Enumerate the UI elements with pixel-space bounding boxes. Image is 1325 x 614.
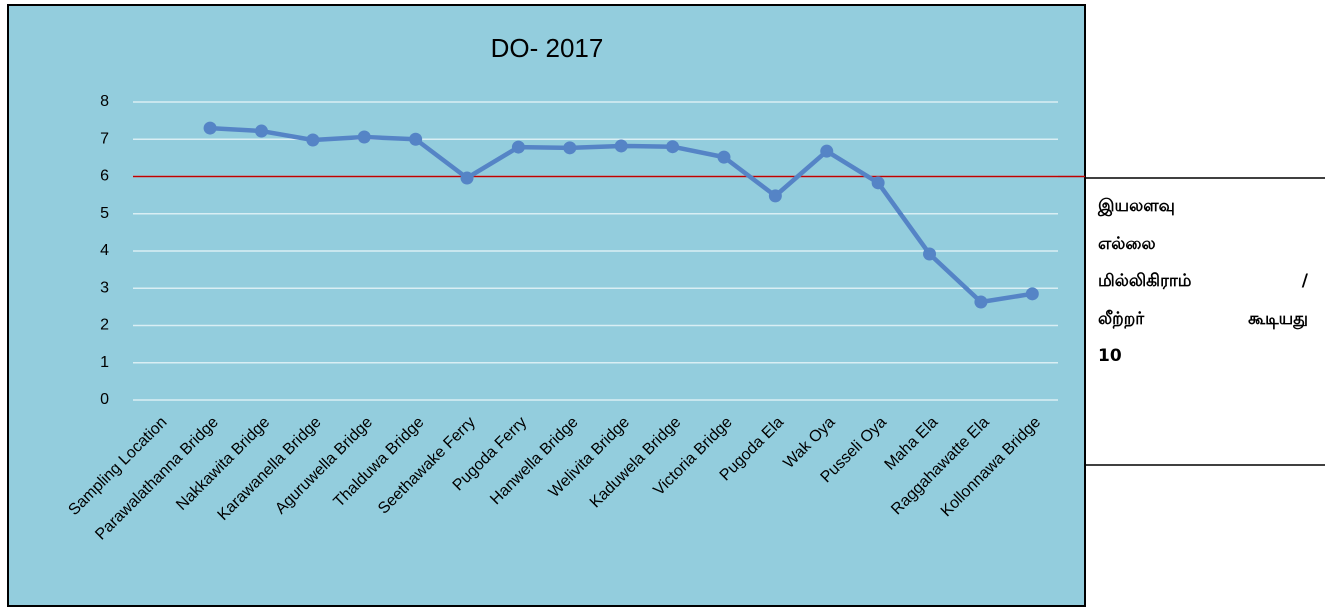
note-line: 10 xyxy=(1098,346,1122,366)
note-line: இயலளவு xyxy=(1098,196,1175,216)
point xyxy=(871,176,885,190)
chart-area xyxy=(7,4,1086,607)
point xyxy=(666,140,680,154)
side-note: இயலளவு எல்லை மில்லிகிராம் / லீற்றர் கூடியது… xyxy=(1098,188,1308,376)
y-tick-label: 1 xyxy=(100,354,109,371)
point xyxy=(614,139,628,153)
point xyxy=(768,189,782,203)
y-tick-label: 5 xyxy=(100,205,109,222)
y-tick-label: 8 xyxy=(100,93,109,110)
note-line: மில்லிகிராம் / xyxy=(1098,271,1308,291)
y-tick-label: 3 xyxy=(100,279,109,296)
point xyxy=(306,133,320,147)
point xyxy=(563,141,577,155)
note-line: எல்லை xyxy=(1098,233,1156,254)
point xyxy=(254,124,268,138)
y-tick-label: 6 xyxy=(100,168,109,185)
point xyxy=(974,295,988,309)
point xyxy=(409,132,423,146)
y-tick-label: 0 xyxy=(100,391,109,408)
y-tick-label: 4 xyxy=(100,242,109,259)
point xyxy=(820,144,834,158)
point xyxy=(923,247,937,261)
point xyxy=(357,130,371,144)
point xyxy=(203,121,217,135)
point xyxy=(511,140,525,154)
y-tick-label: 7 xyxy=(100,130,109,147)
note-line: லீற்றர் கூடியது xyxy=(1098,308,1308,329)
chart-title: DO- 2017 xyxy=(491,33,604,63)
y-tick-label: 2 xyxy=(100,317,109,334)
point xyxy=(460,171,474,185)
point xyxy=(1025,287,1039,301)
point xyxy=(717,150,731,164)
